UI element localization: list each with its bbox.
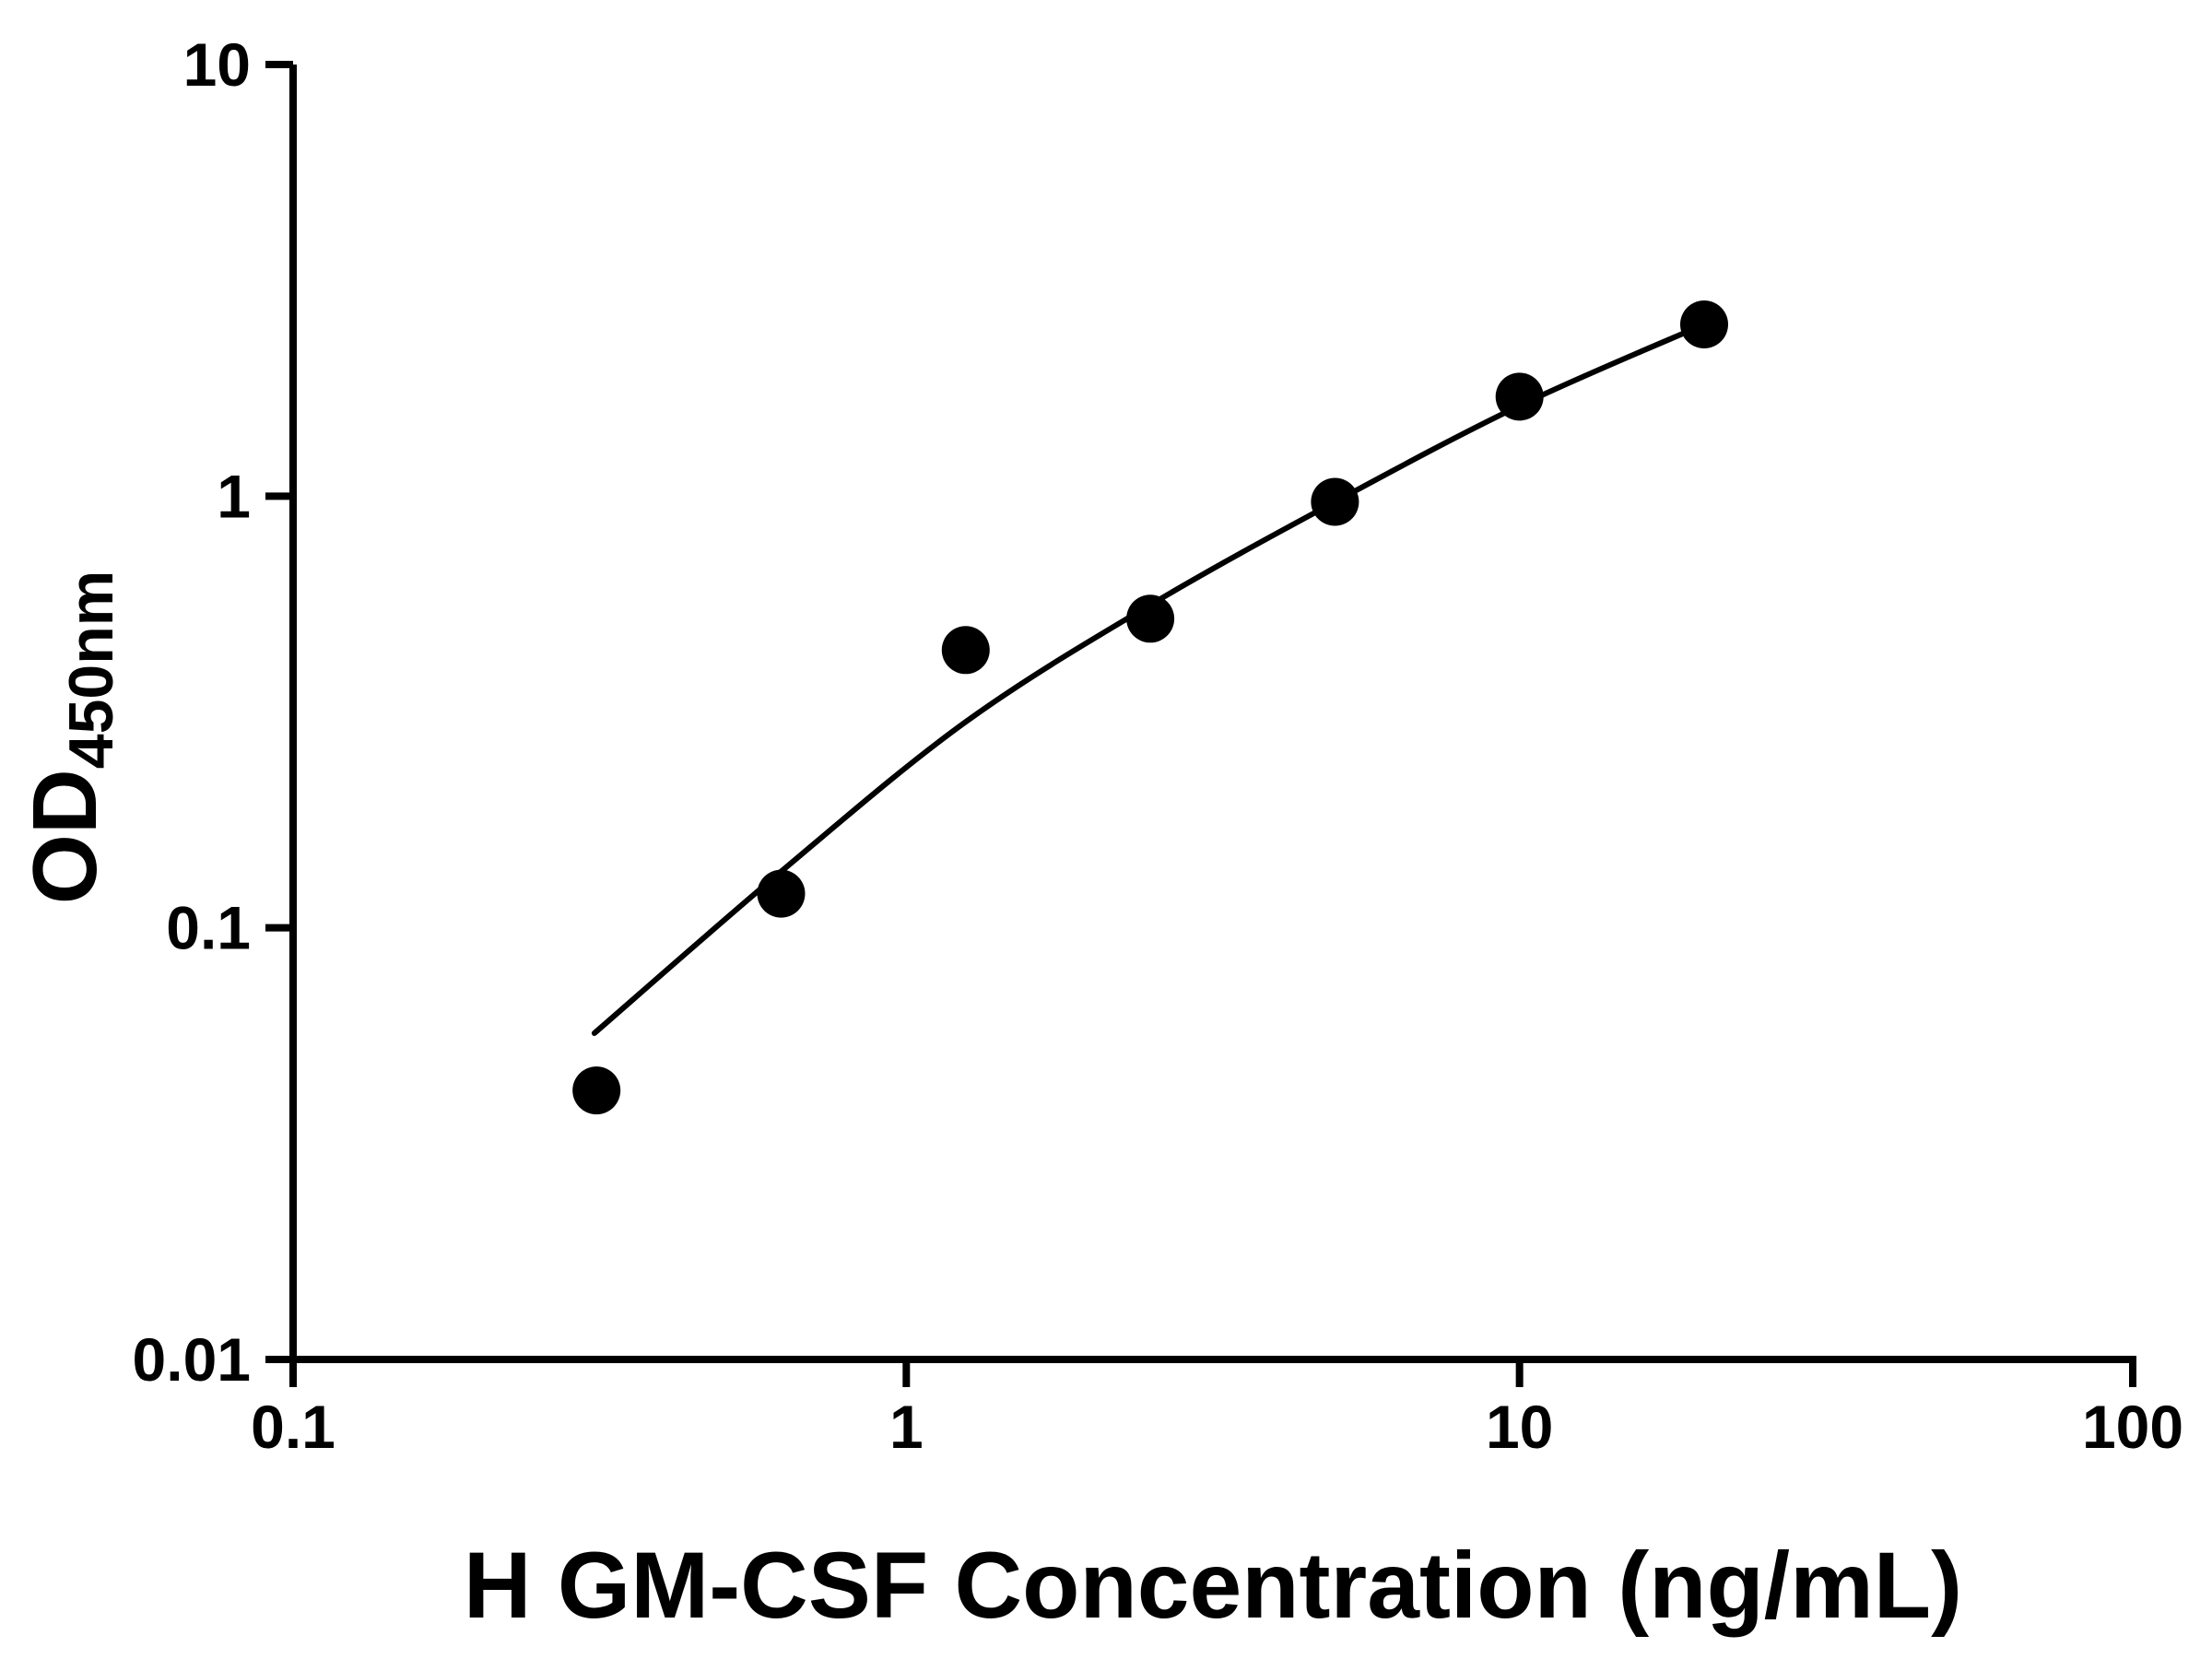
data-point	[1126, 594, 1175, 643]
x-tick-label: 1	[889, 1393, 924, 1461]
y-axis-title: OD450nm	[14, 571, 126, 904]
data-point	[757, 869, 806, 918]
x-tick-label: 0.1	[251, 1393, 335, 1461]
y-tick-label: 10	[183, 30, 251, 99]
data-point	[1680, 300, 1728, 348]
y-axis-title-sub: 450nm	[56, 571, 126, 769]
data-point	[572, 1066, 621, 1115]
y-tick-label: 0.01	[133, 1325, 251, 1394]
data-point	[1495, 372, 1544, 421]
x-tick-label: 10	[1486, 1393, 1553, 1461]
y-axis-title-main: OD	[14, 769, 115, 904]
y-tick-label: 1	[217, 462, 251, 530]
data-points-layer	[572, 300, 1728, 1115]
x-tick-label: 100	[2082, 1393, 2183, 1461]
data-point	[1311, 477, 1359, 526]
x-axis-title: H GM-CSF Concentration (ng/mL)	[464, 1533, 1962, 1638]
fit-curve-layer	[591, 322, 1707, 1036]
data-point	[941, 626, 990, 675]
y-tick-label: 0.1	[166, 894, 251, 962]
fit-curve-path	[591, 322, 1707, 1036]
